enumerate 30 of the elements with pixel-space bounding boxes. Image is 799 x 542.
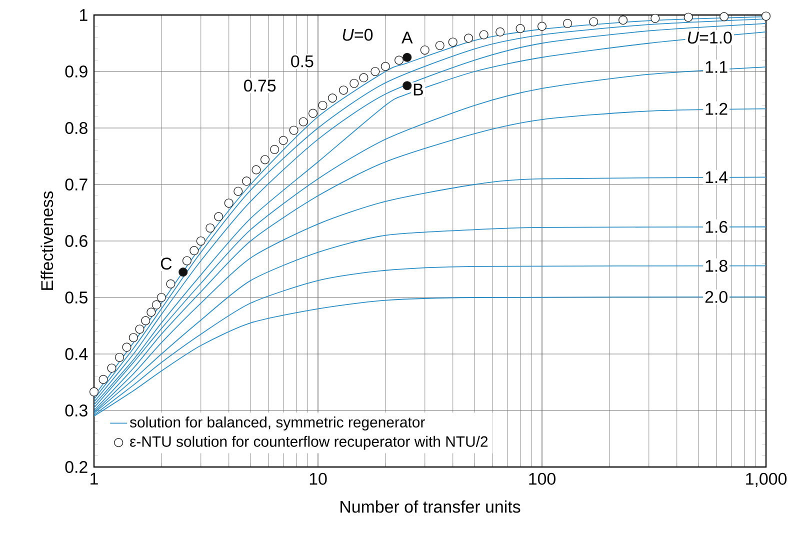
- annotation: 1.2: [706, 102, 728, 115]
- y-tick-label: 0.6: [65, 235, 88, 248]
- legend-label: ε-NTU solution for counterflow recuperator with NTU/2: [130, 436, 488, 450]
- y-tick-label: 0.8: [65, 122, 88, 134]
- x-tick-label: 1: [90, 472, 98, 484]
- annotation: 0.75: [244, 80, 276, 92]
- annotation: U=0: [342, 28, 373, 41]
- annotation: 1.6: [706, 220, 728, 233]
- annotation: B: [414, 84, 423, 96]
- annotation: 0.5: [291, 55, 314, 68]
- legend-label: solution for balanced, symmetric regenerator: [130, 416, 425, 430]
- annotation: 1.8: [706, 260, 728, 272]
- y-tick-label: 0.5: [65, 292, 88, 304]
- y-axis-title: Effectiveness: [40, 191, 54, 290]
- y-tick-label: 0.2: [65, 461, 88, 473]
- annotation: 1.4: [706, 171, 728, 183]
- y-tick-label: 0.4: [65, 348, 88, 360]
- annotation: 1.1: [706, 61, 728, 73]
- annotation: C: [160, 258, 172, 270]
- y-tick-label: 0.7: [65, 178, 88, 191]
- x-tick-label: 10: [310, 472, 327, 485]
- y-tick-label: 1: [80, 9, 88, 21]
- y-tick-label: 0.9: [65, 66, 88, 78]
- x-axis-title: Number of transfer units: [340, 500, 520, 513]
- x-tick-label: 100: [529, 472, 556, 485]
- annotation: A: [402, 32, 413, 44]
- annotation: U=1.0: [688, 32, 732, 44]
- annotation: 2.0: [705, 290, 728, 303]
- y-tick-label: 0.3: [65, 404, 88, 417]
- x-tick-label: 1,000: [746, 472, 787, 487]
